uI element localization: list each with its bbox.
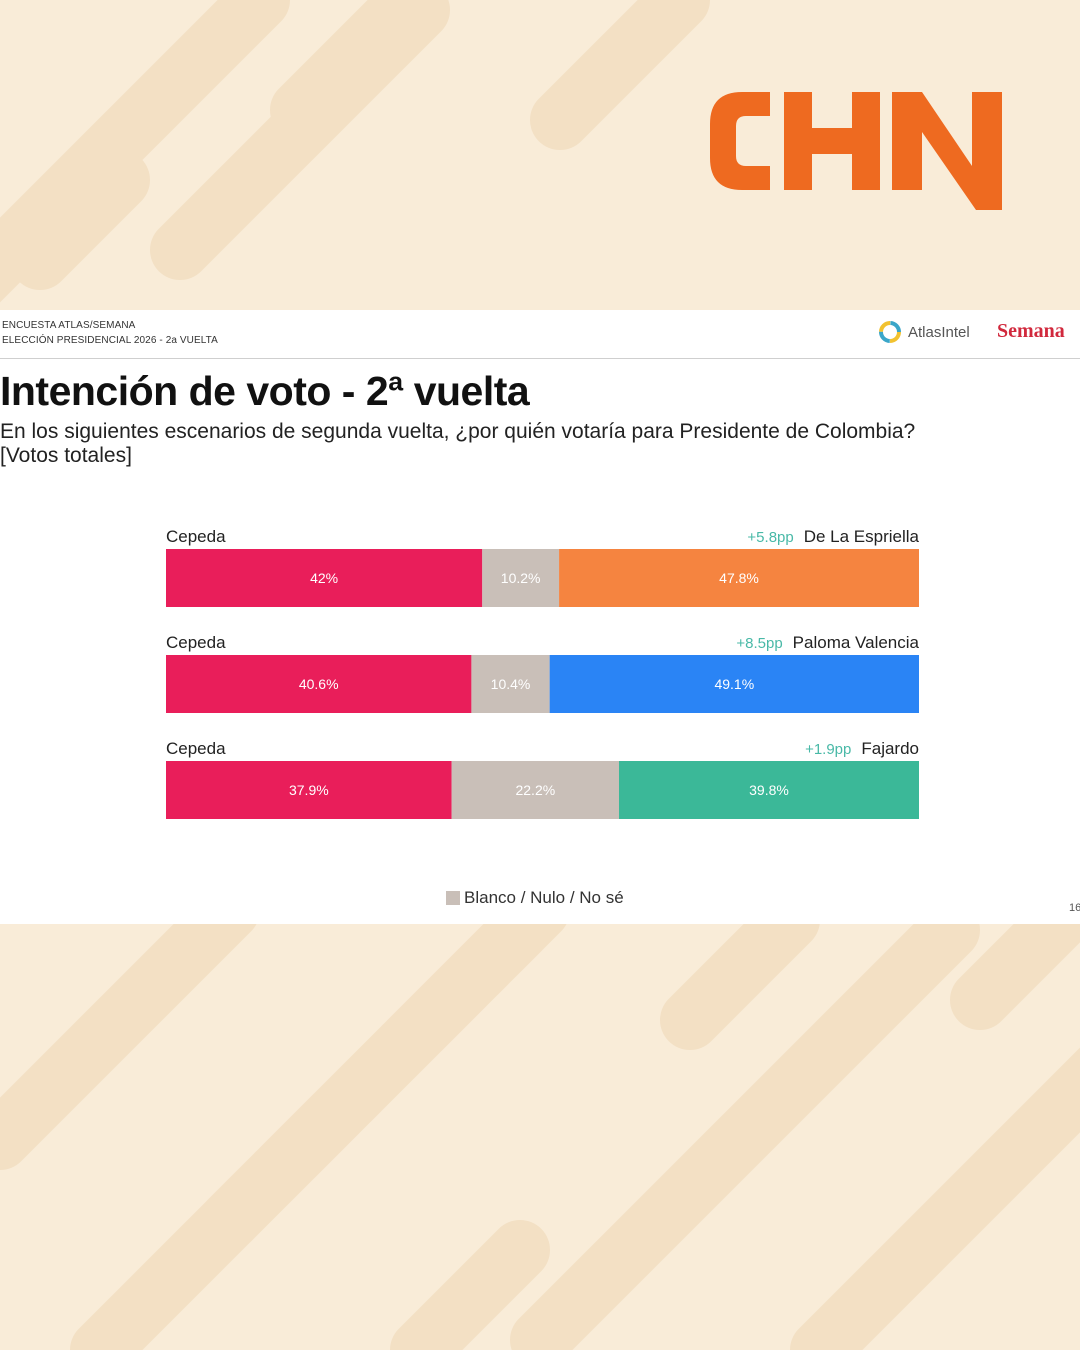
scenario-1-bar-2 bbox=[482, 549, 560, 607]
chart-title: Intención de voto - 2ª vuelta bbox=[0, 368, 530, 414]
scenario-3-left-name: Cepeda bbox=[166, 739, 226, 758]
atlasintel-logo-icon bbox=[879, 321, 901, 343]
scenario-2-left-name: Cepeda bbox=[166, 633, 226, 652]
scenario-1-bar-2-label: 10.2% bbox=[501, 570, 541, 586]
scenario-3-right-name: Fajardo bbox=[861, 739, 919, 758]
scenario-2-lead: +8.5pp bbox=[736, 635, 782, 652]
scenario-2-bar-2-label: 10.4% bbox=[491, 676, 531, 692]
card-header: ENCUESTA ATLAS/SEMANA ELECCIÓN PRESIDENC… bbox=[0, 310, 1080, 359]
scenario-1-bar-3-label: 47.8% bbox=[719, 570, 759, 586]
chart-question: En los siguientes escenarios de segunda … bbox=[0, 420, 916, 443]
scenario-1-lead: +5.8pp bbox=[747, 529, 793, 546]
scenario-1-bar-1-label: 42% bbox=[310, 570, 338, 586]
scenario-1-bar-1 bbox=[166, 549, 483, 607]
scenario-3-bar-1-label: 37.9% bbox=[289, 782, 329, 798]
scenario-1-bar-3 bbox=[559, 549, 919, 607]
page-number: 16 bbox=[1069, 902, 1080, 914]
scenario-3-bar-2-label: 22.2% bbox=[515, 782, 555, 798]
scenario-3-bar-3 bbox=[619, 761, 919, 819]
legend-swatch-blank bbox=[446, 891, 460, 905]
scenario-3-bar-2 bbox=[451, 761, 620, 819]
scenario-3-bar-3-label: 39.8% bbox=[749, 782, 789, 798]
stacked-bar-chart: Cepeda De La Espriella +5.8pp 42% 10.2% 47.8%… bbox=[166, 527, 920, 819]
scenario-2-bar-2 bbox=[471, 655, 550, 713]
chart-legend: Blanco / Nulo / No sé bbox=[446, 888, 624, 908]
scenario-2-bar-3-label: 49.1% bbox=[714, 676, 754, 692]
scenario-3-bar-1 bbox=[166, 761, 452, 819]
scenario-2-bar-3 bbox=[549, 655, 919, 713]
scenario-2-right-name: Paloma Valencia bbox=[793, 633, 920, 652]
semana-brand: Semana bbox=[997, 320, 1065, 342]
scenario-3-lead: +1.9pp bbox=[805, 741, 851, 758]
chn-logo bbox=[700, 62, 1020, 222]
survey-name: ENCUESTA ATLAS/SEMANA bbox=[2, 320, 136, 331]
poll-card: ENCUESTA ATLAS/SEMANA ELECCIÓN PRESIDENC… bbox=[0, 310, 1080, 924]
scenario-1-left-name: Cepeda bbox=[166, 527, 226, 546]
scenario-2-bar-1-label: 40.6% bbox=[299, 676, 339, 692]
scenario-2-bar-1 bbox=[166, 655, 472, 713]
scenario-1-right-name: De La Espriella bbox=[804, 527, 920, 546]
votes-note: [Votos totales] bbox=[0, 444, 132, 467]
legend-label-blank: Blanco / Nulo / No sé bbox=[464, 888, 624, 907]
atlasintel-brand: AtlasIntel bbox=[878, 319, 970, 345]
survey-subtitle: ELECCIÓN PRESIDENCIAL 2026 - 2a VUELTA bbox=[2, 335, 218, 346]
atlasintel-name: AtlasIntel bbox=[908, 323, 970, 341]
